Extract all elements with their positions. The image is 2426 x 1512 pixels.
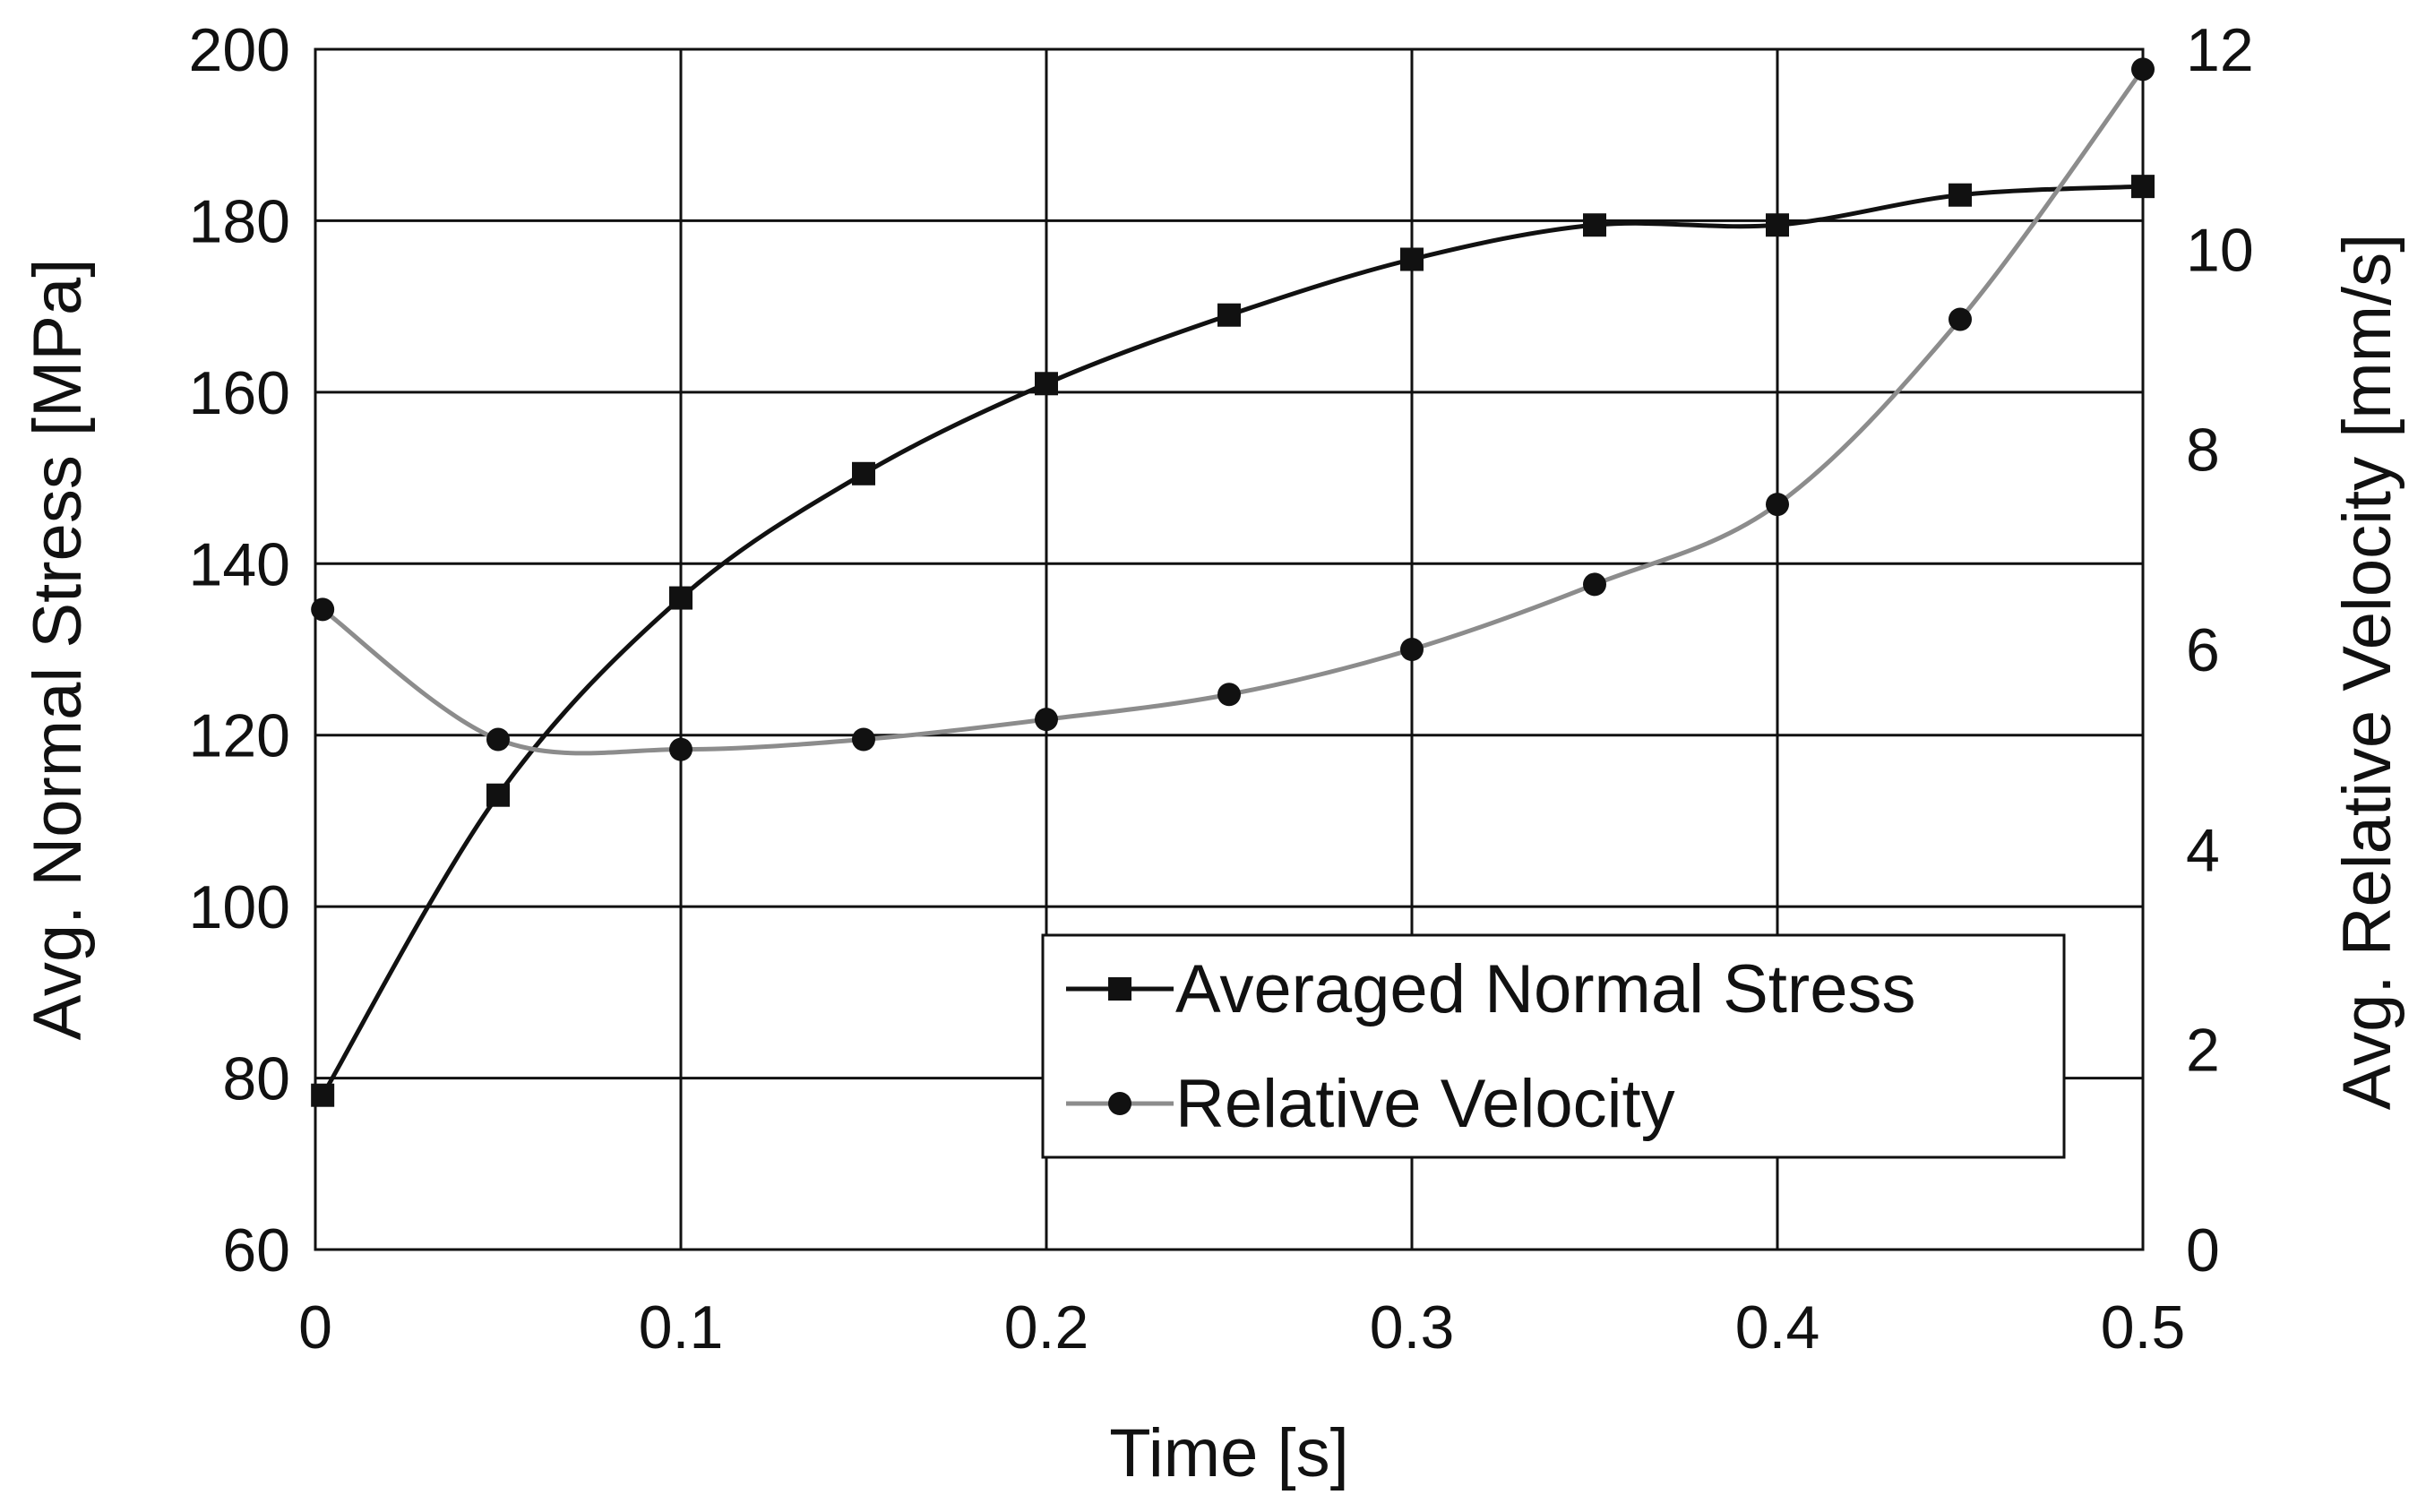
legend-velocity-label: Relative Velocity — [1175, 1066, 1675, 1142]
x-tick-label: 0.1 — [639, 1293, 724, 1362]
stress-point — [1583, 213, 1606, 237]
y-right-tick-label: 10 — [2186, 216, 2254, 284]
y-right-tick-label: 2 — [2186, 1017, 2220, 1085]
legend-stress-marker — [1108, 977, 1131, 1001]
y-left-tick-label: 80 — [222, 1045, 290, 1113]
legend-velocity-marker — [1108, 1092, 1131, 1115]
y-left-ticks: 60 80 100 120 140 160 180 200 — [189, 16, 290, 1284]
stress-point — [669, 586, 693, 610]
velocity-point — [852, 727, 875, 752]
x-tick-label: 0.4 — [1735, 1293, 1820, 1362]
velocity-point — [1217, 683, 1241, 707]
series-line-0 — [321, 184, 2144, 1096]
x-tick-label: 0.2 — [1004, 1293, 1089, 1362]
legend-box — [1041, 933, 2066, 1159]
y-right-tick-label: 6 — [2186, 616, 2220, 684]
series-line-1 — [321, 67, 2146, 756]
y-left-tick-label: 60 — [222, 1216, 290, 1284]
x-axis-title: Time [s] — [1109, 1415, 1348, 1491]
velocity-point — [486, 727, 510, 752]
x-tick-label: 0.3 — [1370, 1293, 1455, 1362]
y-left-tick-label: 100 — [189, 873, 290, 941]
velocity-point — [1949, 307, 1972, 331]
y-right-tick-label: 8 — [2186, 417, 2220, 485]
velocity-point — [1400, 638, 1424, 661]
stress-point — [1949, 183, 1972, 207]
legend: Averaged Normal Stress Relative Velocity — [1041, 933, 2066, 1159]
y-left-tick-label: 140 — [189, 530, 290, 598]
stress-point — [1035, 372, 1058, 396]
velocity-point — [1766, 493, 1789, 517]
y-left-tick-label: 120 — [189, 702, 290, 770]
stress-point — [1766, 213, 1789, 237]
y-right-tick-label: 0 — [2186, 1216, 2220, 1284]
velocity-point — [1035, 708, 1058, 732]
y-right-tick-label: 4 — [2186, 816, 2220, 884]
y-left-axis-title: Avg. Normal Stress [MPa] — [20, 259, 96, 1041]
y-left-tick-label: 180 — [189, 187, 290, 255]
x-tick-label: 0 — [298, 1293, 332, 1362]
x-ticks: 0 0.1 0.2 0.3 0.4 0.5 — [298, 1293, 2185, 1362]
legend-stress-label: Averaged Normal Stress — [1175, 951, 1916, 1027]
y-right-axis-title: Avg. Relative Velocity [mm/s] — [2329, 234, 2405, 1111]
velocity-point — [1583, 572, 1606, 597]
y-left-tick-label: 200 — [189, 16, 290, 84]
stress-point — [486, 783, 510, 807]
velocity-point — [669, 737, 693, 761]
stress-point — [1217, 303, 1241, 327]
x-tick-label: 0.5 — [2101, 1293, 2186, 1362]
y-right-ticks: 0 2 4 6 8 10 12 — [2186, 16, 2254, 1284]
y-right-tick-label: 12 — [2186, 16, 2254, 84]
velocity-point — [311, 597, 335, 622]
series-layer — [311, 57, 2155, 1107]
stress-point — [852, 461, 875, 485]
y-left-tick-label: 160 — [189, 359, 290, 427]
plot-frame — [314, 47, 2145, 1251]
stress-point — [1400, 247, 1424, 271]
